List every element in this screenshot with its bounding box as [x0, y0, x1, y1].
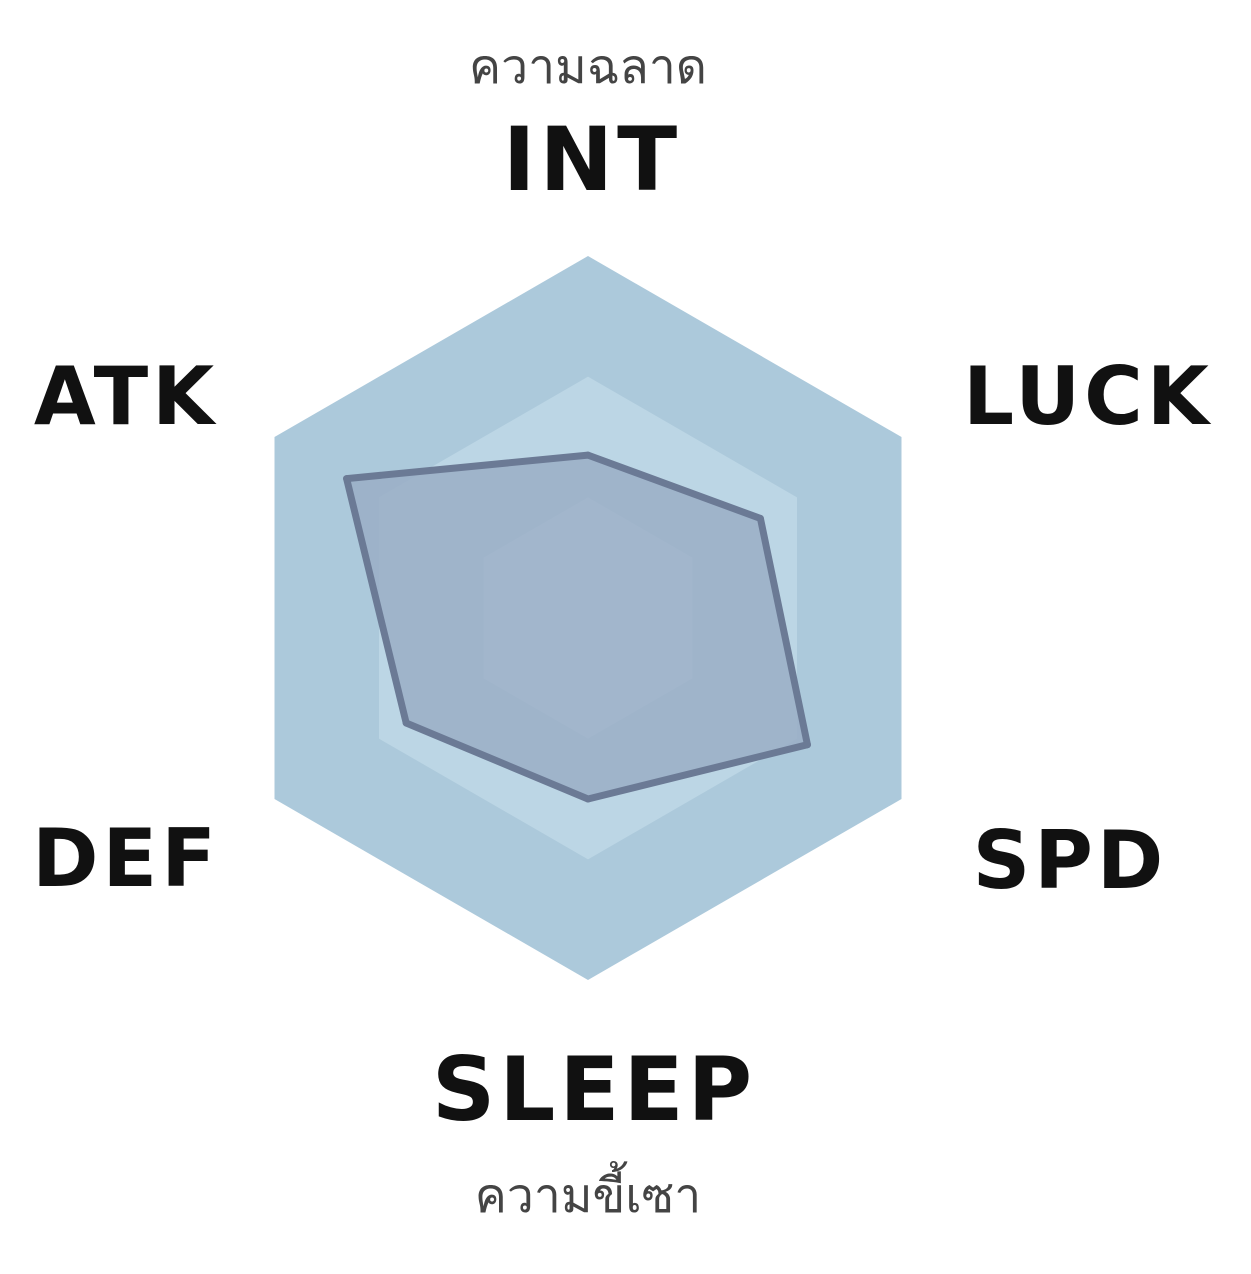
axis-label-sleep: SLEEP: [432, 1038, 756, 1141]
axis-label-atk: ATK: [34, 350, 218, 443]
data-point-spd: [803, 741, 811, 749]
data-point-sleep: [584, 795, 592, 803]
data-point-def: [402, 719, 410, 727]
axis-label-luck: LUCK: [963, 350, 1213, 443]
axis-label-int: INT: [503, 108, 681, 211]
axis-sublabel-int: ความฉลาด: [469, 39, 707, 95]
data-point-atk: [343, 475, 351, 483]
data-point-luck: [756, 514, 764, 522]
data-point-int: [584, 451, 592, 459]
axis-label-spd: SPD: [973, 814, 1168, 907]
axis-sublabel-sleep: ความขี้เซา: [475, 1161, 701, 1224]
radar-series: [343, 451, 811, 803]
axis-label-def: DEF: [32, 812, 220, 905]
